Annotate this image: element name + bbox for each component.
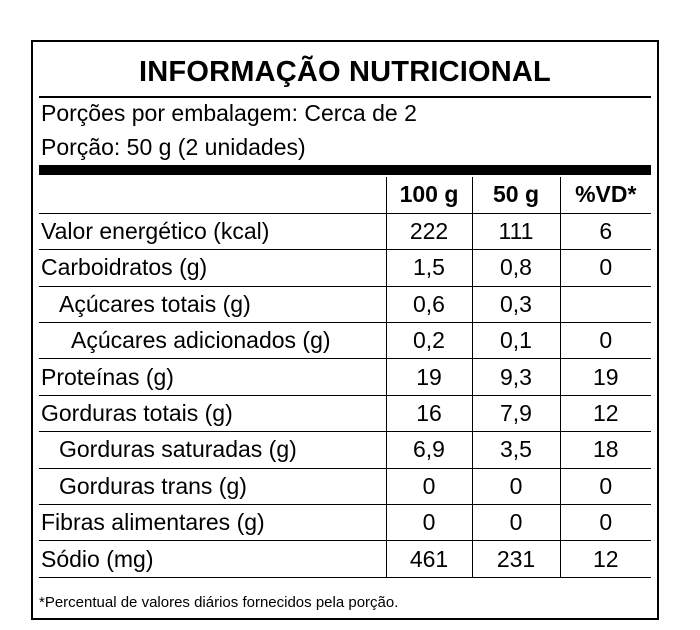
nutrient-name: Açúcares adicionados (g) [39, 322, 386, 359]
table-row: Gorduras trans (g) 0 0 0 [39, 467, 651, 505]
nutrient-name: Gorduras trans (g) [39, 467, 386, 505]
value-100g: 19 [385, 358, 472, 396]
value-dv: 18 [559, 431, 651, 469]
value-100g: 0,2 [385, 322, 472, 359]
table-row: Proteínas (g) 19 9,3 19 [39, 358, 651, 396]
value-50g: 0 [471, 467, 560, 505]
value-dv: 12 [559, 394, 651, 432]
nutrient-name: Gorduras saturadas (g) [39, 431, 386, 469]
table-row: Sódio (mg) 461 231 12 [39, 540, 651, 578]
table-row: Gorduras totais (g) 16 7,9 12 [39, 394, 651, 432]
value-dv: 0 [559, 467, 651, 505]
value-50g: 0,1 [471, 322, 560, 359]
table-row: Gorduras saturadas (g) 6,9 3,5 18 [39, 431, 651, 469]
serving-size: Porção: 50 g (2 unidades) [41, 134, 306, 160]
panel-title: INFORMAÇÃO NUTRICIONAL [139, 56, 551, 88]
value-dv: 19 [559, 358, 651, 396]
value-100g: 0,6 [385, 285, 472, 323]
value-100g: 461 [385, 540, 472, 578]
value-50g: 0,3 [471, 285, 560, 323]
value-dv: 0 [559, 322, 651, 359]
value-50g: 0,8 [471, 249, 560, 287]
value-50g: 0 [471, 504, 560, 541]
value-dv: 6 [559, 212, 651, 250]
thick-divider [39, 165, 651, 175]
value-100g: 222 [385, 212, 472, 250]
value-100g: 1,5 [385, 249, 472, 287]
title-divider [39, 96, 651, 98]
value-100g: 0 [385, 467, 472, 505]
value-50g: 9,3 [471, 358, 560, 396]
value-100g: 16 [385, 394, 472, 432]
nutrient-name: Proteínas (g) [39, 358, 386, 396]
table-row: Açúcares totais (g) 0,6 0,3 [39, 285, 651, 323]
value-dv: 12 [559, 540, 651, 578]
nutrient-name: Gorduras totais (g) [39, 394, 386, 432]
nutrient-name: Sódio (mg) [39, 540, 386, 578]
table-row: Açúcares adicionados (g) 0,2 0,1 0 [39, 322, 651, 359]
nutrient-name: Carboidratos (g) [39, 249, 386, 287]
nutrition-table: 100 g 50 g %VD* Valor energético (kcal) … [39, 177, 651, 578]
value-50g: 7,9 [471, 394, 560, 432]
value-dv [559, 285, 651, 323]
table-row: Valor energético (kcal) 222 111 6 [39, 212, 651, 250]
value-50g: 3,5 [471, 431, 560, 469]
header-blank-cell [39, 177, 386, 213]
header-100g: 100 g [385, 177, 472, 214]
value-50g: 111 [471, 212, 560, 250]
servings-per-package: Porções por embalagem: Cerca de 2 [41, 100, 417, 126]
value-50g: 231 [471, 540, 560, 578]
nutrient-name: Fibras alimentares (g) [39, 504, 386, 541]
table-header-row: 100 g 50 g %VD* [39, 177, 651, 214]
value-100g: 0 [385, 504, 472, 541]
value-100g: 6,9 [385, 431, 472, 469]
header-50g: 50 g [471, 177, 560, 214]
footnote: *Percentual de valores diários fornecido… [39, 594, 399, 611]
header-dv: %VD* [559, 177, 651, 214]
nutrient-name: Valor energético (kcal) [39, 212, 386, 250]
nutrition-facts-panel: INFORMAÇÃO NUTRICIONAL Porções por embal… [31, 40, 659, 620]
nutrient-name: Açúcares totais (g) [39, 285, 386, 323]
table-row: Carboidratos (g) 1,5 0,8 0 [39, 249, 651, 287]
value-dv: 0 [559, 249, 651, 287]
table-row: Fibras alimentares (g) 0 0 0 [39, 504, 651, 541]
value-dv: 0 [559, 504, 651, 541]
